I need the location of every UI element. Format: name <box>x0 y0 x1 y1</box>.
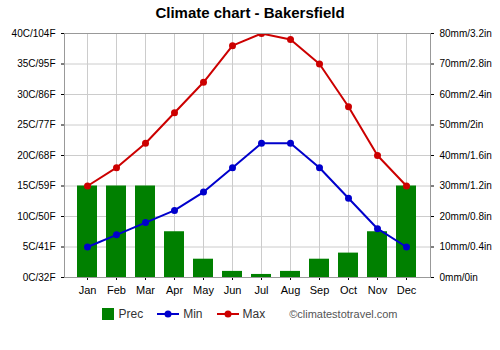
svg-text:25C/77F: 25C/77F <box>17 119 55 130</box>
svg-text:40mm/1.6in: 40mm/1.6in <box>440 150 492 161</box>
svg-text:35C/95F: 35C/95F <box>17 58 55 69</box>
svg-text:Apr: Apr <box>166 284 183 296</box>
svg-text:Sep: Sep <box>310 284 330 296</box>
svg-text:Jun: Jun <box>224 284 242 296</box>
svg-text:80mm/3.2in: 80mm/3.2in <box>440 28 492 39</box>
svg-text:30C/86F: 30C/86F <box>17 89 55 100</box>
svg-text:Nov: Nov <box>368 284 388 296</box>
svg-text:10C/50F: 10C/50F <box>17 211 55 222</box>
svg-text:10mm/0.4in: 10mm/0.4in <box>440 241 492 252</box>
svg-text:20C/68F: 20C/68F <box>17 150 55 161</box>
svg-text:20mm/0.8in: 20mm/0.8in <box>440 211 492 222</box>
svg-text:Jan: Jan <box>79 284 97 296</box>
svg-text:40C/104F: 40C/104F <box>12 28 56 39</box>
svg-text:Oct: Oct <box>340 284 357 296</box>
svg-text:5C/41F: 5C/41F <box>23 241 56 252</box>
svg-text:15C/59F: 15C/59F <box>17 180 55 191</box>
svg-text:60mm/2.4in: 60mm/2.4in <box>440 89 492 100</box>
svg-text:0C/32F: 0C/32F <box>23 272 56 283</box>
svg-text:Feb: Feb <box>107 284 126 296</box>
svg-text:30mm/1.2in: 30mm/1.2in <box>440 180 492 191</box>
html-text:Min: Min <box>183 307 203 321</box>
svg-text:May: May <box>193 284 214 296</box>
html-text:©climatestotravel.com: ©climatestotravel.com <box>289 308 398 320</box>
svg-text:0mm/0in: 0mm/0in <box>440 272 478 283</box>
html-text:Max: Max <box>242 307 266 321</box>
svg-text:70mm/2.8in: 70mm/2.8in <box>440 58 492 69</box>
svg-text:Mar: Mar <box>136 284 155 296</box>
svg-text:Jul: Jul <box>254 284 268 296</box>
html-text:Climate chart - Bakersfield: Climate chart - Bakersfield <box>155 4 345 21</box>
html-text:Prec: Prec <box>118 307 144 321</box>
svg-text:Dec: Dec <box>397 284 417 296</box>
svg-text:Aug: Aug <box>281 284 301 296</box>
svg-text:50mm/2in: 50mm/2in <box>440 119 484 130</box>
